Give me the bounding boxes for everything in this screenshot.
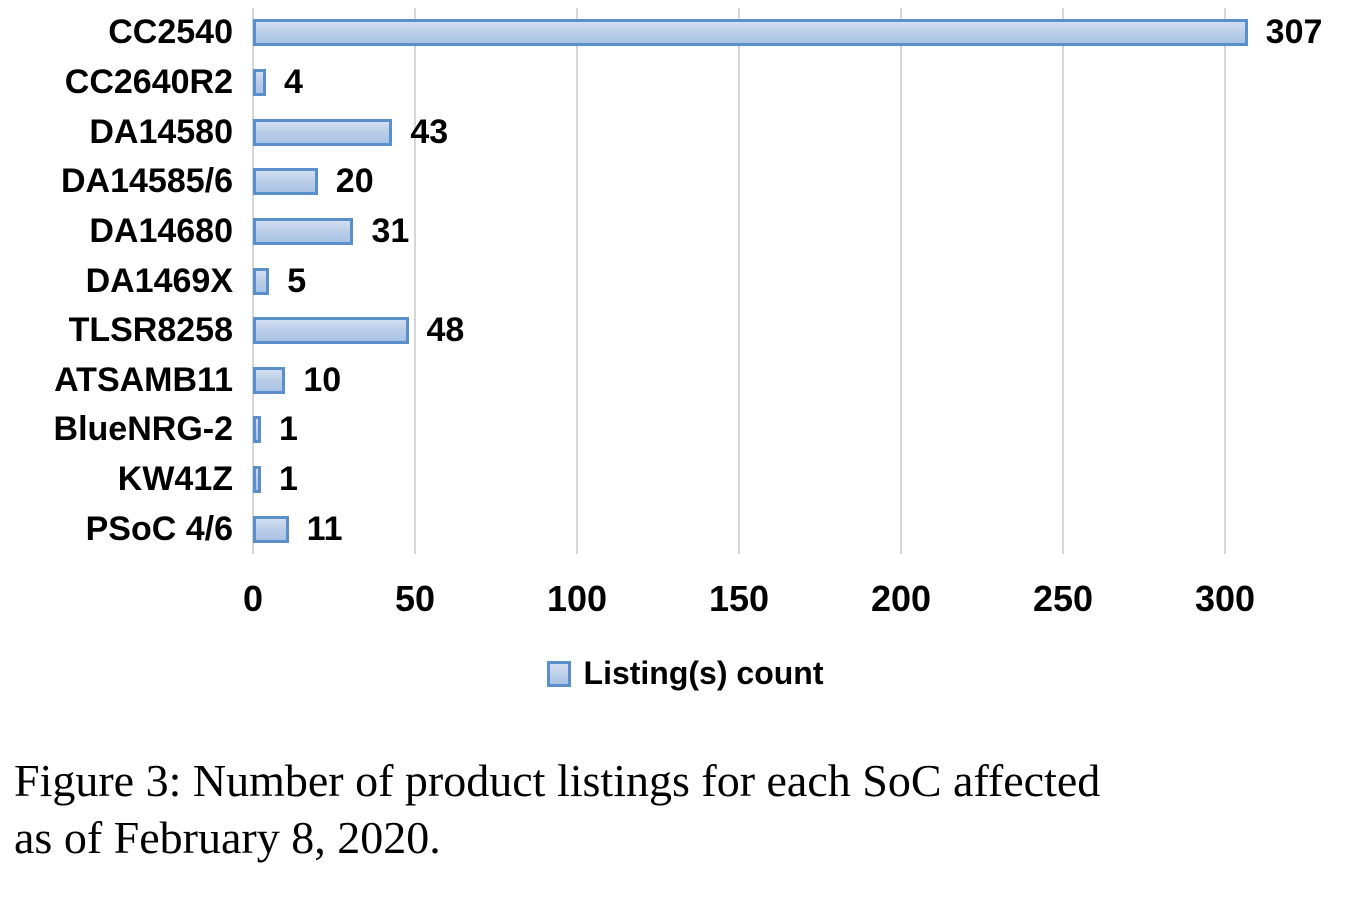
category-label: CC2540 — [108, 13, 233, 52]
value-label: 1 — [279, 410, 298, 449]
category-label: DA1469X — [85, 261, 233, 300]
category-label: BlueNRG-2 — [53, 410, 233, 449]
chart-row: 43 — [253, 107, 1348, 157]
bar — [253, 68, 266, 96]
chart-row: 31 — [253, 207, 1348, 257]
value-label: 4 — [283, 62, 303, 101]
category-label: DA14680 — [89, 211, 233, 250]
figure-caption-line1: Figure 3: Number of product listings for… — [14, 755, 1101, 806]
category-label: TLSR8258 — [68, 311, 233, 350]
value-label: 31 — [371, 211, 410, 250]
bar — [253, 366, 286, 394]
value-label: 1 — [279, 460, 298, 499]
value-label: 11 — [306, 509, 343, 548]
bar — [253, 317, 409, 345]
chart-row: 11 — [253, 504, 1348, 554]
gridline — [1062, 8, 1064, 554]
chart-row: 5 — [253, 256, 1348, 306]
chart-row: 4 — [253, 58, 1348, 108]
category-label: DA14585/6 — [60, 162, 233, 201]
bar — [253, 416, 261, 444]
legend: Listing(s) count — [0, 655, 1348, 692]
bar — [253, 466, 261, 494]
bar — [253, 515, 289, 543]
category-label: CC2640R2 — [64, 62, 233, 101]
value-label: 5 — [287, 261, 307, 300]
axis-tick-label: 50 — [394, 578, 436, 619]
value-label: 43 — [410, 112, 449, 151]
chart-row: 307 — [253, 8, 1348, 58]
value-label: 20 — [335, 162, 374, 201]
gridline — [738, 8, 740, 554]
bar-chart: CC2540 CC2640R2 DA14580 DA14585/6 DA14680 DA1… — [0, 8, 1348, 692]
axis-tick-label: 200 — [870, 578, 932, 619]
value-label: 307 — [1265, 13, 1323, 52]
axis-tick-label: 100 — [546, 578, 608, 619]
bar — [253, 118, 393, 146]
value-label: 10 — [303, 360, 342, 399]
x-axis: 0 50 100 150 200 250 300 — [243, 578, 1348, 624]
gridline — [576, 8, 578, 554]
axis-tick-label: 250 — [1032, 578, 1094, 619]
chart-row: 1 — [253, 405, 1348, 455]
value-label: 48 — [426, 311, 465, 350]
gridline — [900, 8, 902, 554]
chart-row: 48 — [253, 306, 1348, 356]
legend-swatch-icon — [546, 660, 571, 687]
axis-tick-label: 0 — [242, 578, 264, 619]
figure-caption-line2: as of February 8, 2020. — [14, 812, 441, 863]
bar — [253, 267, 270, 295]
legend-label: Listing(s) count — [583, 655, 824, 691]
category-label: PSoC 4/6 — [85, 509, 233, 548]
axis-tick-label: 150 — [708, 578, 770, 619]
gridline — [414, 8, 416, 554]
category-axis: CC2540 CC2640R2 DA14580 DA14585/6 DA14680 DA1… — [0, 8, 233, 554]
plot-area: 307 4 43 20 31 5 48 10 1 1 11 — [252, 8, 1348, 554]
category-label: ATSAMB11 — [54, 360, 233, 399]
chart-row: 20 — [253, 157, 1348, 207]
figure-caption: Figure 3: Number of product listings for… — [14, 752, 1344, 866]
gridline — [1224, 8, 1226, 554]
category-label: KW41Z — [117, 460, 233, 499]
bar — [253, 168, 318, 196]
bar-rows: 307 4 43 20 31 5 48 10 1 1 11 — [253, 8, 1348, 554]
bar — [253, 19, 1248, 47]
axis-tick-label: 300 — [1194, 578, 1256, 619]
chart-row: 1 — [253, 455, 1348, 505]
bar — [253, 217, 354, 245]
chart-row: 10 — [253, 355, 1348, 405]
category-label: DA14580 — [89, 112, 233, 151]
